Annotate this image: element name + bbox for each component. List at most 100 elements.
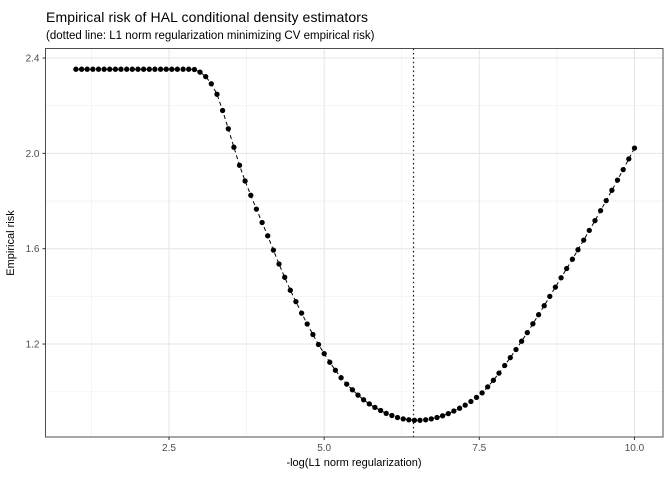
data-point xyxy=(502,362,508,369)
data-point xyxy=(129,66,135,72)
data-point xyxy=(355,392,361,398)
data-point xyxy=(485,384,491,390)
data-point xyxy=(383,410,389,417)
data-point xyxy=(417,417,423,423)
data-point xyxy=(191,66,198,73)
data-point xyxy=(564,265,570,272)
data-point xyxy=(592,217,598,224)
y-tick-label: 2.4 xyxy=(26,54,40,65)
data-point xyxy=(219,107,226,114)
data-point xyxy=(456,405,463,411)
risk-line xyxy=(75,68,635,421)
data-point xyxy=(400,416,406,422)
data-point xyxy=(214,91,220,97)
data-point xyxy=(287,287,293,293)
panel-border-rect xyxy=(45,48,664,438)
data-point xyxy=(321,350,327,357)
y-axis-title: Empirical risk xyxy=(5,210,17,276)
data-point xyxy=(575,247,581,253)
data-point xyxy=(78,66,85,72)
data-point xyxy=(535,312,542,318)
data-point xyxy=(135,66,141,72)
data-point xyxy=(304,321,310,327)
data-point xyxy=(315,341,322,348)
data-point xyxy=(462,402,468,408)
data-point xyxy=(597,207,604,214)
x-tick-label: 2.5 xyxy=(162,443,176,454)
data-point xyxy=(95,66,102,72)
risk-curve-dashed-line xyxy=(75,68,635,421)
data-point xyxy=(609,187,615,193)
x-axis-title: -log(L1 norm regularization) xyxy=(286,457,422,469)
data-point xyxy=(377,407,384,414)
data-point xyxy=(332,367,339,373)
data-point xyxy=(411,417,418,423)
data-point xyxy=(231,144,237,150)
data-point xyxy=(626,156,632,162)
data-point xyxy=(631,145,638,151)
x-tick-label: 5.0 xyxy=(317,443,331,454)
data-point xyxy=(107,66,113,72)
data-point xyxy=(439,413,446,419)
panel-background xyxy=(45,48,663,437)
data-point xyxy=(236,162,243,168)
chart-subtitle: (dotted line: L1 norm regularization min… xyxy=(46,30,375,42)
data-point xyxy=(293,298,299,305)
data-point xyxy=(406,417,412,423)
data-point xyxy=(265,233,271,239)
data-point xyxy=(84,66,90,72)
data-point xyxy=(197,69,203,75)
data-point xyxy=(174,66,181,72)
data-point xyxy=(541,303,547,309)
data-point xyxy=(518,338,525,344)
x-tick-label: 7.5 xyxy=(472,443,486,454)
axis-tick-labels: 2.5 5.0 7.5 10.0 2.4 2.0 1.6 1.2 xyxy=(26,54,645,454)
data-point xyxy=(490,377,497,383)
data-point xyxy=(180,66,186,72)
data-point xyxy=(349,387,356,393)
data-point xyxy=(524,329,530,336)
data-point xyxy=(282,274,288,280)
data-point xyxy=(242,178,248,184)
data-point xyxy=(530,321,536,327)
data-point xyxy=(90,66,96,72)
data-point xyxy=(327,359,333,365)
y-tick-label: 2.0 xyxy=(26,149,40,160)
data-point xyxy=(473,394,480,401)
axis-ticks xyxy=(42,57,635,440)
data-point xyxy=(513,346,519,353)
data-point xyxy=(479,390,485,396)
data-point xyxy=(468,398,474,405)
data-point xyxy=(507,354,513,361)
data-point xyxy=(186,66,192,72)
panel-border xyxy=(45,48,664,438)
data-point xyxy=(101,66,107,72)
data-point xyxy=(169,66,175,72)
data-point xyxy=(451,408,457,414)
data-point xyxy=(547,293,553,300)
data-point xyxy=(445,410,451,417)
data-point xyxy=(372,404,378,411)
data-point xyxy=(112,66,119,72)
data-point xyxy=(310,331,316,338)
data-point xyxy=(558,275,564,281)
data-point xyxy=(423,417,429,423)
data-point xyxy=(152,66,158,72)
data-point xyxy=(73,66,79,72)
data-point xyxy=(428,416,434,422)
data-point xyxy=(620,166,626,173)
data-point xyxy=(298,310,305,316)
data-point xyxy=(259,219,265,226)
data-point xyxy=(389,412,395,419)
data-point xyxy=(270,247,277,253)
data-point xyxy=(208,81,214,87)
data-point xyxy=(124,66,130,72)
data-point xyxy=(157,66,164,72)
chart-title: Empirical risk of HAL conditional densit… xyxy=(46,9,369,25)
data-point xyxy=(225,126,231,132)
data-point xyxy=(394,414,401,421)
grid-major xyxy=(45,48,663,437)
y-tick-label: 1.2 xyxy=(26,340,40,351)
data-point xyxy=(581,237,587,243)
